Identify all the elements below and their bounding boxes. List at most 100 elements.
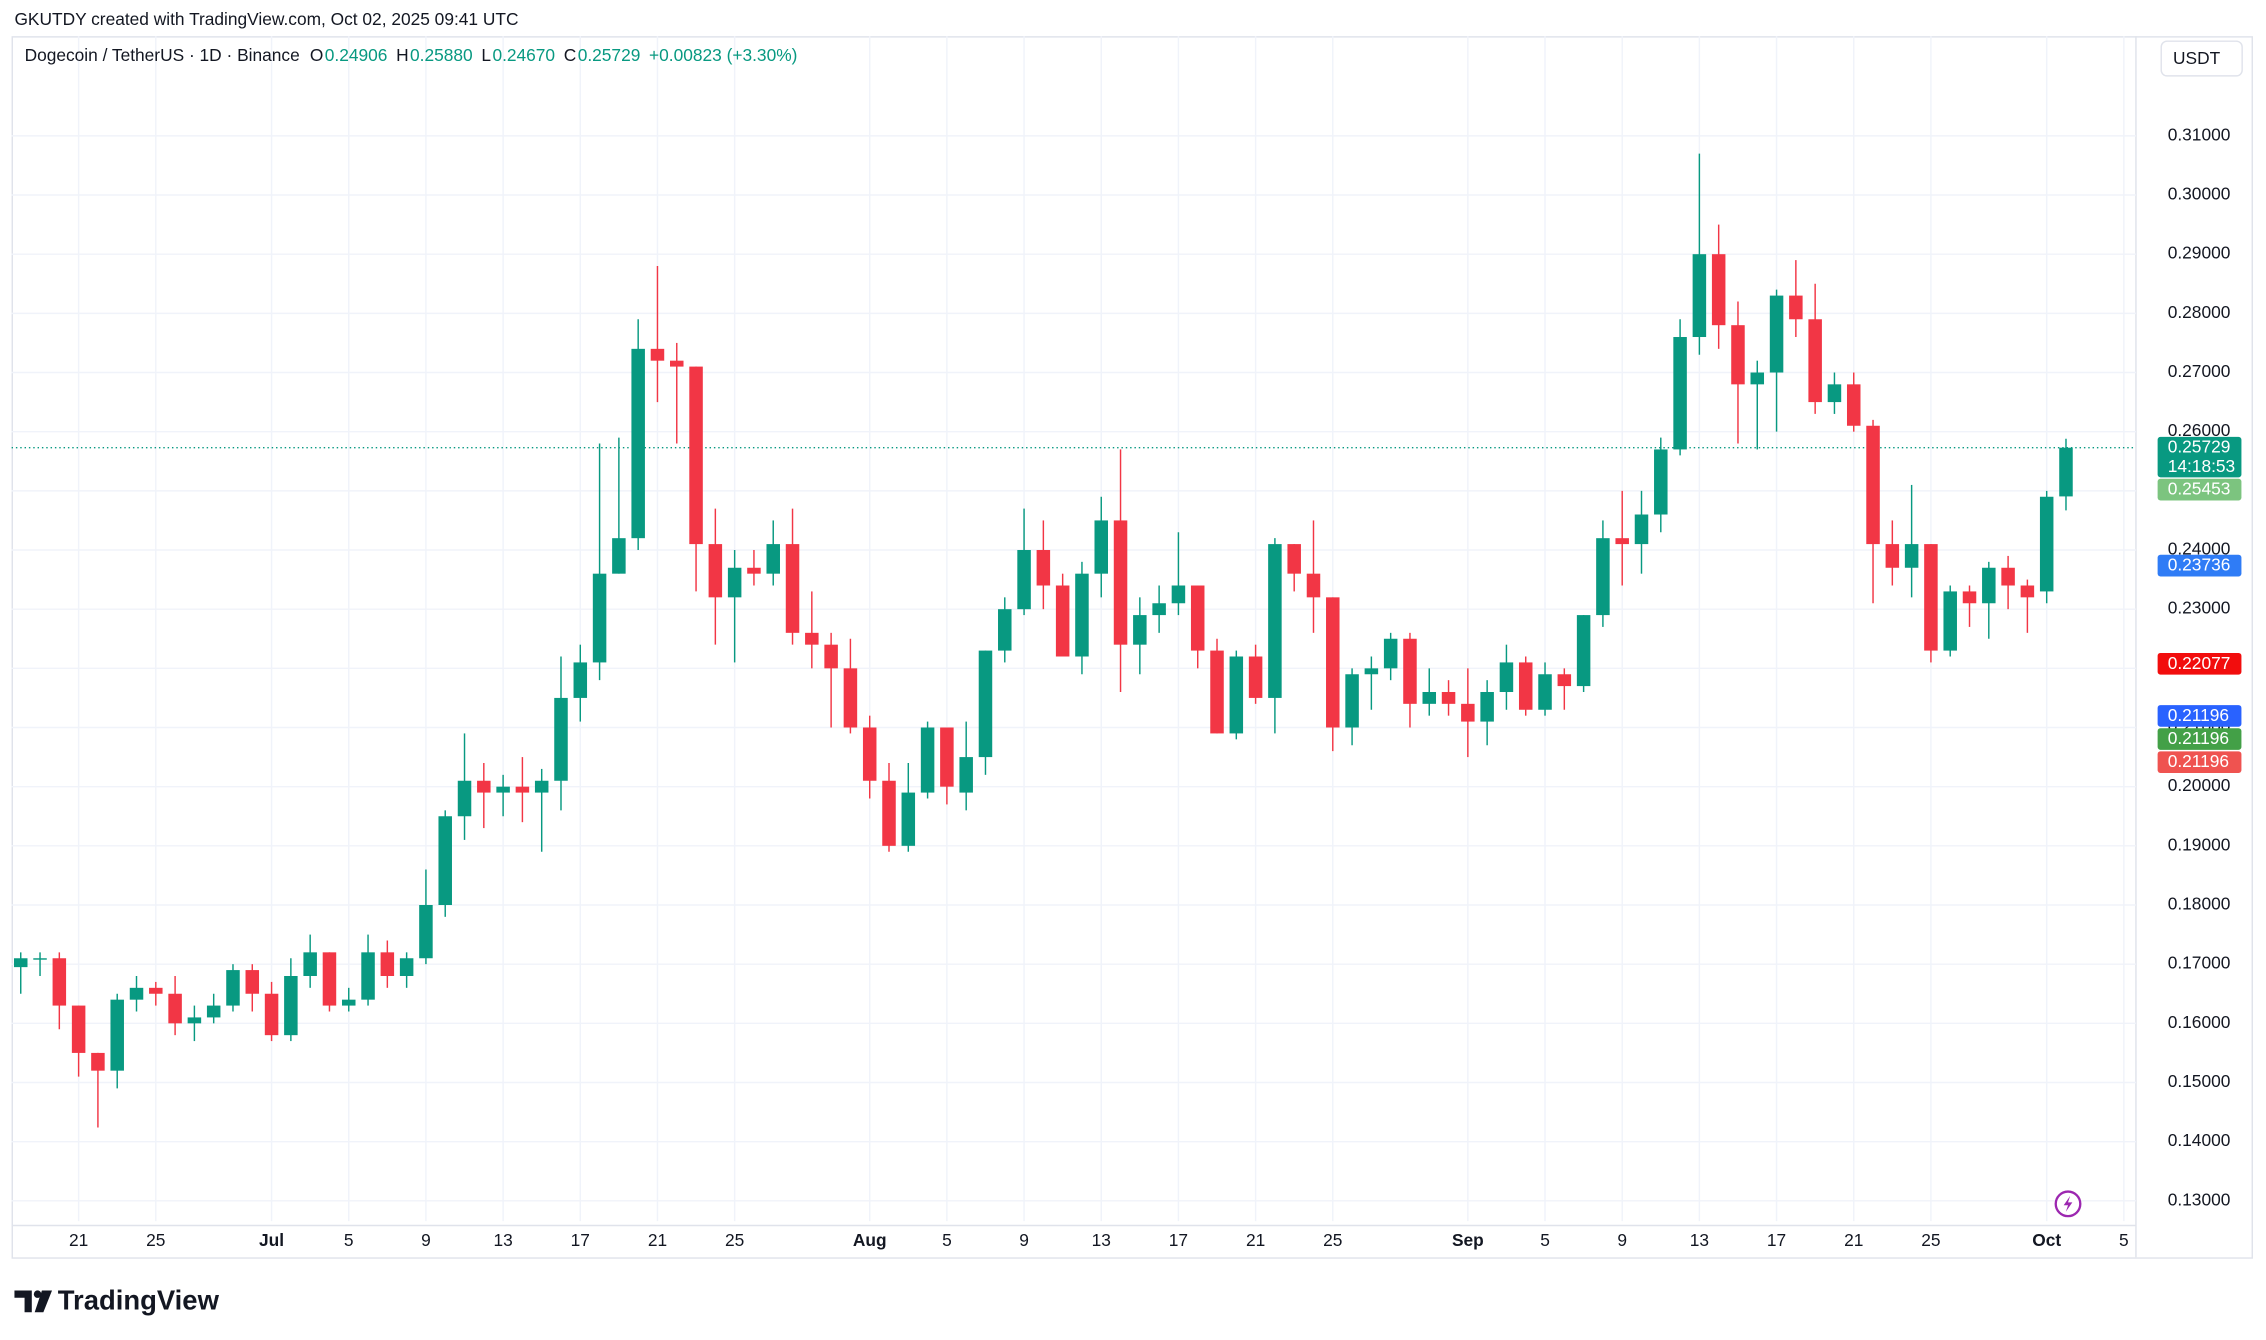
candle-body bbox=[361, 952, 375, 1000]
alert-icon-bolt[interactable] bbox=[2063, 1195, 2073, 1212]
x-tick-label: 25 bbox=[725, 1230, 744, 1250]
price-marker bbox=[2157, 652, 2242, 675]
candle-body bbox=[13, 958, 28, 968]
legend-ohlc-label: C bbox=[564, 45, 577, 65]
x-tick-label: 13 bbox=[493, 1230, 512, 1250]
candle-body bbox=[1113, 520, 1128, 645]
candle-body bbox=[612, 538, 626, 574]
x-tick-label: 5 bbox=[344, 1230, 354, 1250]
brand-logo-mark bbox=[14, 1290, 32, 1313]
x-tick-label: Oct bbox=[2032, 1230, 2061, 1250]
candle-body bbox=[1345, 674, 1359, 728]
candle-body bbox=[843, 668, 858, 728]
candle-body bbox=[1248, 656, 1263, 698]
candles bbox=[11, 153, 2136, 1128]
candle-body bbox=[1615, 538, 1629, 545]
candle-body bbox=[1769, 295, 1784, 373]
y-tick-label: 0.29000 bbox=[2168, 243, 2231, 263]
legend-ohlc-label: H bbox=[396, 45, 409, 65]
candle-body bbox=[1750, 372, 1765, 385]
brand-name: TradingView bbox=[58, 1284, 220, 1315]
alert-icon[interactable] bbox=[2054, 1190, 2082, 1218]
candle-body bbox=[1171, 585, 1186, 604]
x-tick-label: 21 bbox=[1844, 1230, 1863, 1250]
price-marker-label: 0.22077 bbox=[2168, 653, 2231, 673]
x-tick-label: 13 bbox=[1690, 1230, 1709, 1250]
x-tick-label: 13 bbox=[1092, 1230, 1111, 1250]
candle-body bbox=[187, 1017, 202, 1024]
y-tick-label: 0.20000 bbox=[2168, 775, 2231, 795]
y-tick-label: 0.31000 bbox=[2168, 124, 2231, 144]
candle-body bbox=[940, 727, 954, 787]
brand-logo: TradingView bbox=[14, 1284, 220, 1315]
candle-body bbox=[284, 975, 298, 1036]
candle-body bbox=[901, 792, 916, 846]
y-tick-label: 0.18000 bbox=[2168, 894, 2231, 914]
candle-body bbox=[1364, 668, 1379, 675]
candle-body bbox=[303, 952, 317, 976]
x-tick-label: 17 bbox=[1767, 1230, 1786, 1250]
candle-body bbox=[1673, 337, 1687, 450]
candle-body bbox=[573, 662, 588, 698]
candle-body bbox=[264, 993, 279, 1036]
y-tick-label: 0.16000 bbox=[2168, 1012, 2231, 1032]
price-countdown: 14:18:53 bbox=[2168, 456, 2235, 476]
y-tick-label: 0.30000 bbox=[2168, 184, 2231, 204]
currency-button-label[interactable]: USDT bbox=[2173, 48, 2221, 68]
candle-body bbox=[168, 993, 182, 1024]
candle-body bbox=[110, 999, 124, 1071]
price-marker bbox=[2157, 436, 2242, 478]
candle-body bbox=[1268, 544, 1282, 698]
price-marker bbox=[2157, 751, 2242, 773]
candle-body bbox=[226, 970, 240, 1006]
candle-body bbox=[1480, 692, 1494, 722]
legend-ohlc-label: L bbox=[481, 45, 491, 65]
legend-ohlc-label: O bbox=[310, 45, 323, 65]
price-marker-label: 0.25453 bbox=[2168, 479, 2231, 499]
y-tick-label: 0.26000 bbox=[2168, 420, 2231, 440]
candle-body bbox=[149, 987, 163, 994]
x-tick-label: 5 bbox=[2119, 1230, 2129, 1250]
legend: Dogecoin / TetherUS · 1D · Binance O 0.249… bbox=[25, 45, 798, 65]
y-tick-label: 0.27000 bbox=[2168, 361, 2231, 381]
candle-body bbox=[862, 727, 877, 781]
candle-body bbox=[341, 999, 356, 1006]
x-tick-label: 9 bbox=[1617, 1230, 1627, 1250]
candle-body bbox=[689, 366, 703, 545]
price-marker-label: 0.21196 bbox=[2168, 728, 2229, 748]
currency-button[interactable]: USDT bbox=[2160, 40, 2243, 77]
y-tick-label: 0.24000 bbox=[2168, 539, 2231, 559]
y-tick-label: 0.19000 bbox=[2168, 834, 2231, 854]
candle-body bbox=[554, 697, 568, 781]
legend-ohlc-value: 0.24906 bbox=[325, 45, 388, 65]
candle-body bbox=[592, 573, 607, 663]
x-tick-label: 5 bbox=[942, 1230, 952, 1250]
x-tick-label: 21 bbox=[648, 1230, 667, 1250]
candle-body bbox=[438, 816, 452, 906]
candle-body bbox=[206, 1005, 221, 1018]
brand-logo-slash bbox=[34, 1290, 53, 1313]
candle-body bbox=[1055, 585, 1070, 657]
x-tick-label: 25 bbox=[1921, 1230, 1940, 1250]
x-tick-label: 9 bbox=[1019, 1230, 1029, 1250]
candle-body bbox=[650, 348, 665, 361]
candle-body bbox=[1287, 544, 1301, 574]
candle-body bbox=[91, 1052, 105, 1071]
candle-body bbox=[1229, 656, 1244, 734]
x-tick-label: 5 bbox=[1540, 1230, 1550, 1250]
price-marker-label: 0.21196 bbox=[2168, 751, 2229, 771]
candle-body bbox=[1190, 585, 1205, 651]
candle-body bbox=[1885, 544, 1900, 568]
x-tick-label: Aug bbox=[853, 1230, 887, 1250]
candle-body bbox=[1692, 254, 1707, 338]
candle-body bbox=[1731, 325, 1745, 385]
price-marker-label: 0.21196 bbox=[2168, 705, 2229, 725]
price-marker bbox=[2157, 705, 2242, 727]
candle-body bbox=[1518, 662, 1533, 710]
candle-body bbox=[1634, 514, 1649, 545]
candle-body bbox=[824, 644, 838, 669]
candle-body bbox=[322, 952, 337, 1006]
currency-button-box[interactable] bbox=[2160, 40, 2243, 77]
